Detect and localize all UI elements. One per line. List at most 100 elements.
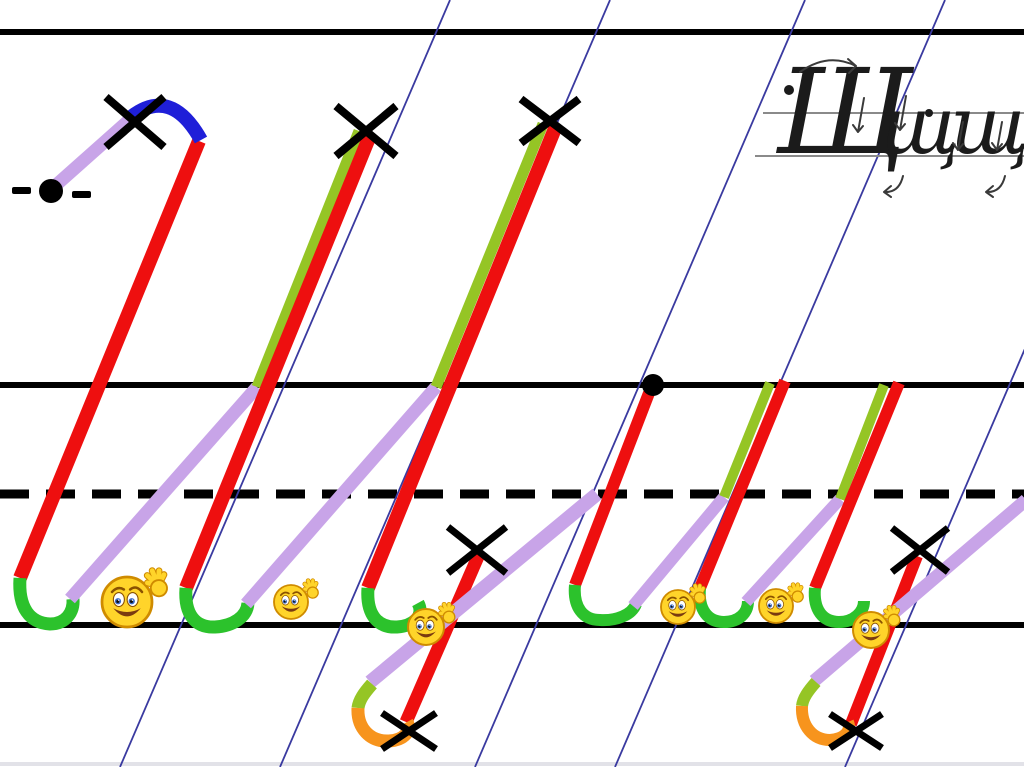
smiley-eye-glint xyxy=(419,625,421,627)
cross-line xyxy=(380,710,438,752)
cross-line xyxy=(828,711,884,751)
stroke-g1-downstroke-2 xyxy=(179,130,378,591)
smiley-waving-hand xyxy=(302,578,319,599)
start-dot-marker xyxy=(642,374,664,396)
start-cross-mark xyxy=(445,524,509,576)
sample-direction-arrow xyxy=(852,97,865,133)
smiley-eye-glint xyxy=(294,600,296,602)
smiley-mouth xyxy=(766,610,786,616)
smiley-palm xyxy=(693,591,706,604)
handwriting-sample: Щщщ xyxy=(755,43,1024,198)
smiley-palm xyxy=(442,610,456,624)
stroke-g2-tail-upstroke xyxy=(809,495,1024,686)
stroke-g1-hook-2 xyxy=(179,587,255,634)
smiley-eye-glint xyxy=(874,628,876,630)
smiley-eyebrows xyxy=(414,615,438,621)
start-dot-marker xyxy=(12,179,91,203)
stroke-g2-downstroke-1 xyxy=(569,390,655,588)
smiley-mouth xyxy=(668,611,688,617)
smiley-waving-hand xyxy=(689,583,706,604)
start-cross-mark xyxy=(380,710,438,752)
smiley-eye-glint xyxy=(769,604,771,606)
stroke-g1-tail-upstroke xyxy=(365,488,602,688)
sample-direction-arrow xyxy=(799,58,857,74)
stroke-g1-upstroke-2 xyxy=(65,382,262,604)
stroke-g2-upstroke-3 xyxy=(741,494,845,607)
sample-direction-arrow xyxy=(952,121,964,151)
stroke-g1-downstroke-1 xyxy=(13,138,206,581)
cross-line xyxy=(103,93,167,151)
smiley-palm xyxy=(887,613,901,627)
smiley-eye-glint xyxy=(779,604,781,606)
cross-line xyxy=(889,525,951,575)
smiley-waving-hand xyxy=(438,601,456,624)
start-cross-mark xyxy=(828,711,884,751)
smiley-eyebrows xyxy=(279,591,303,597)
smiley-palm xyxy=(306,586,319,599)
start-cross-mark xyxy=(518,95,582,147)
sample-direction-arrow xyxy=(991,121,1003,151)
smiley-eye-glint xyxy=(118,599,120,601)
smiley-waving-hand xyxy=(787,582,804,603)
start-cross-mark xyxy=(103,93,167,151)
sample-letter: щ xyxy=(950,79,1024,172)
start-cross-mark xyxy=(889,525,951,575)
stroke-g2-downstroke-3 xyxy=(809,380,905,591)
smiley-eye-glint xyxy=(864,628,866,630)
waving-smiley-emoji xyxy=(660,583,706,625)
stroke-g1-upstroke-3 xyxy=(241,382,441,609)
smiley-mouth xyxy=(113,608,141,617)
waving-smiley-emoji xyxy=(273,578,319,620)
slant-guide-line xyxy=(474,0,806,767)
stroke-g2-hook-3 xyxy=(808,587,870,628)
letter-strokes xyxy=(13,98,1024,748)
cross-line xyxy=(333,102,399,160)
slant-guide-line xyxy=(844,348,1024,767)
start-dot-markers xyxy=(12,179,664,396)
waving-smiley-emoji xyxy=(100,567,168,629)
stroke-g1-tail-downstroke xyxy=(400,549,486,725)
stroke-g2-upstroke-2-upper xyxy=(719,381,775,499)
stroke-g2-tail-hook-lime xyxy=(796,678,821,708)
stroke-g1-top-curve xyxy=(126,98,208,144)
stroke-g2-downstroke-2 xyxy=(694,378,791,591)
smiley-mouth xyxy=(281,606,301,612)
stroke-g1-hook-1 xyxy=(13,577,80,631)
waving-smiley-emoji xyxy=(852,604,901,649)
smiley-eyebrows xyxy=(859,618,883,624)
stroke-g1-tail-hook-lime xyxy=(351,679,377,710)
smiley-palm xyxy=(791,590,804,603)
stroke-g2-upstroke-2 xyxy=(628,493,729,610)
smiley-mouth xyxy=(861,634,881,641)
sample-letter: щ xyxy=(880,79,960,172)
stroke-g1-downstroke-3 xyxy=(361,123,563,591)
smiley-waving-hand xyxy=(143,567,168,598)
stroke-g2-hook-2 xyxy=(693,587,754,628)
cross-line xyxy=(518,95,582,147)
sample-start-dot xyxy=(784,85,794,95)
sample-direction-arrow xyxy=(894,95,907,131)
smiley-eye-glint xyxy=(671,605,673,607)
start-cross-marks xyxy=(103,93,951,752)
smiley-eye-glint xyxy=(131,599,134,601)
start-dot-dash xyxy=(12,187,31,194)
smiley-eyebrows xyxy=(764,595,788,601)
smileys xyxy=(100,567,901,649)
smiley-palm xyxy=(149,579,168,598)
smiley-waving-hand xyxy=(883,604,901,627)
smiley-eye-glint xyxy=(681,605,683,607)
stroke-g1-upstroke-2-upper xyxy=(251,128,365,390)
smiley-eye-glint xyxy=(284,600,286,602)
sample-direction-arrow xyxy=(985,175,1006,198)
cross-line xyxy=(445,524,509,576)
slant-guide-line xyxy=(119,0,451,767)
stroke-g2-hook-1 xyxy=(568,584,642,627)
sample-letter: Щ xyxy=(775,43,915,181)
start-dot xyxy=(39,179,63,203)
start-dot-dash xyxy=(72,191,91,198)
smiley-eyebrows xyxy=(110,586,144,594)
stroke-g1-upstroke-1 xyxy=(50,109,141,191)
smiley-eye-glint xyxy=(429,625,431,627)
start-dot xyxy=(642,374,664,396)
